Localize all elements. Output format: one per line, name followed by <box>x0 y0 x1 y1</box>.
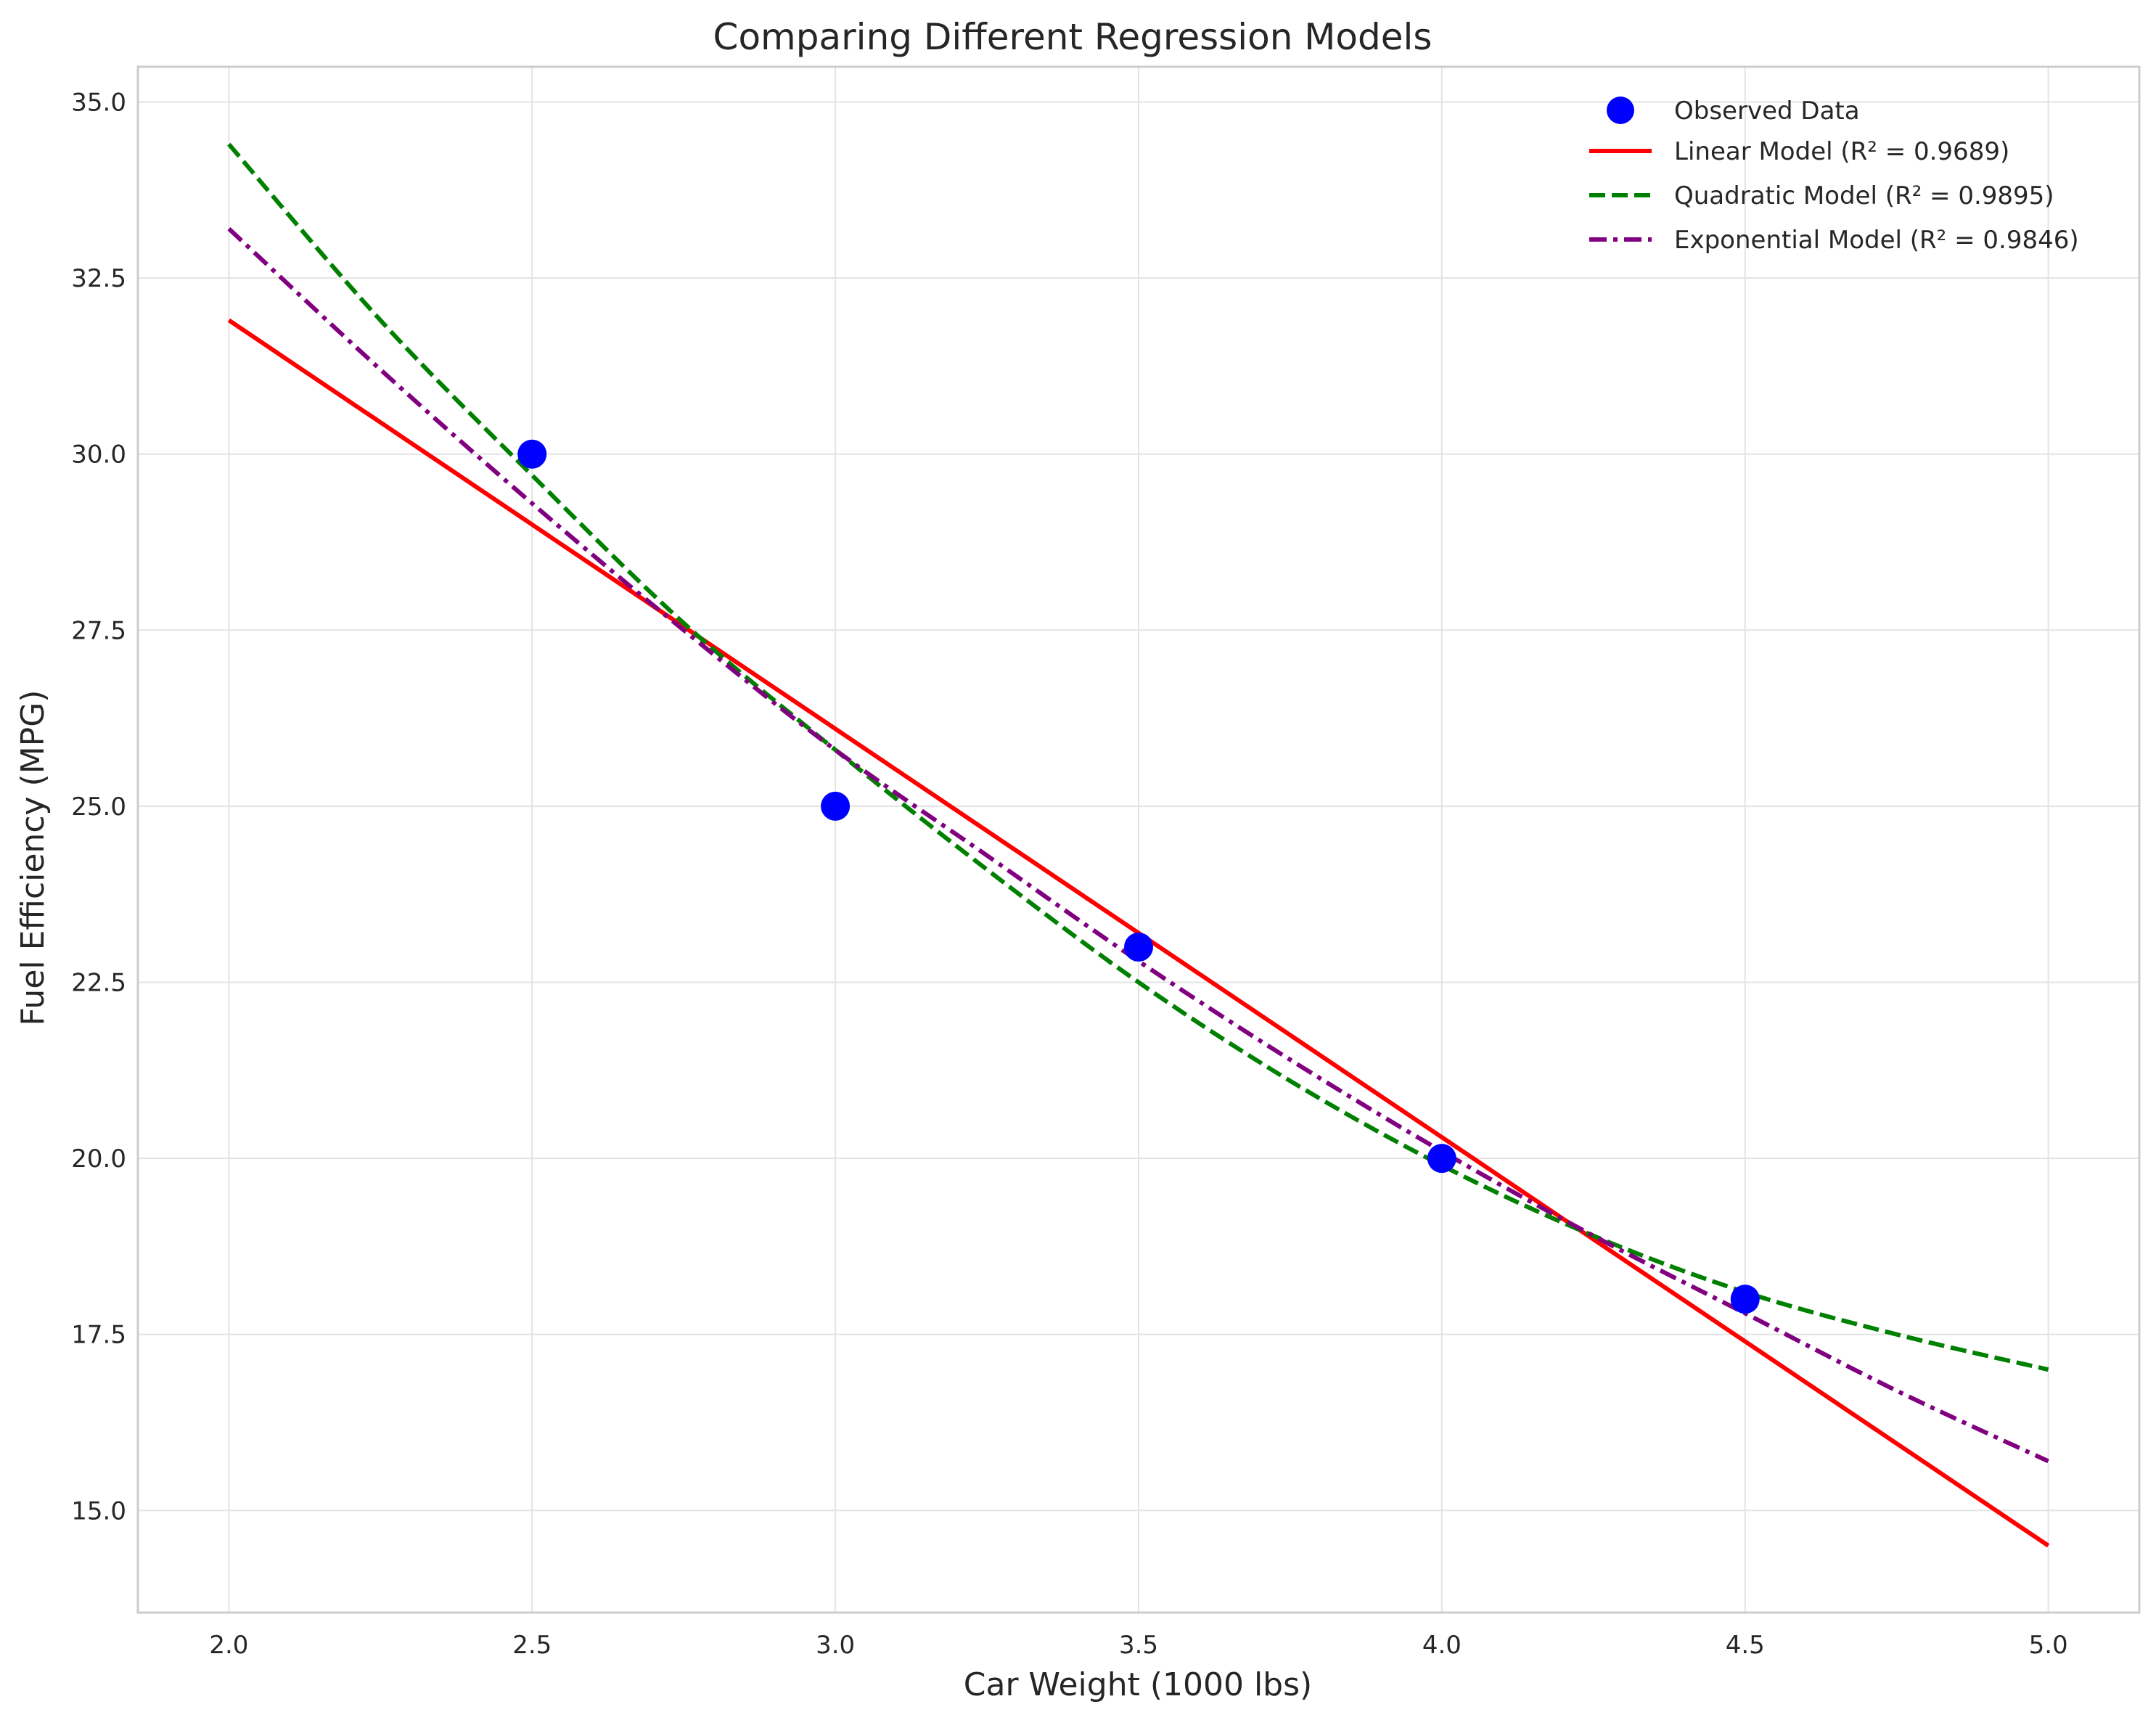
x-tick-label: 3.0 <box>816 1631 855 1660</box>
legend-item-exponential: Exponential Model (R² = 0.9846) <box>1589 226 2079 255</box>
y-axis-ticks: 15.0 17.5 20.0 22.5 25.0 27.5 30.0 32.5 35.0 <box>71 89 126 1526</box>
observed-data-point <box>1427 1144 1456 1174</box>
x-tick-label: 3.5 <box>1119 1631 1158 1660</box>
legend-item-quadratic: Quadratic Model (R² = 0.9895) <box>1589 181 2054 210</box>
y-tick-label: 27.5 <box>71 616 126 645</box>
observed-data-point <box>1730 1285 1760 1314</box>
x-tick-label: 4.5 <box>1726 1631 1765 1660</box>
legend-label-observed: Observed Data <box>1674 97 1860 126</box>
x-tick-label: 2.5 <box>512 1631 552 1660</box>
legend-label-quadratic: Quadratic Model (R² = 0.9895) <box>1674 181 2054 210</box>
x-axis-ticks: 2.0 2.5 3.0 3.5 4.0 4.5 5.0 <box>209 1631 2067 1660</box>
y-tick-label: 15.0 <box>71 1496 126 1526</box>
y-tick-label: 35.0 <box>71 89 126 118</box>
plot-frame <box>136 65 2141 1614</box>
x-tick-label: 5.0 <box>2029 1631 2068 1660</box>
observed-data-point <box>517 439 547 469</box>
y-tick-label: 25.0 <box>71 793 126 822</box>
legend-label-linear: Linear Model (R² = 0.9689) <box>1674 137 2009 166</box>
y-axis-title: Fuel Efficiency (MPG) <box>15 690 52 1026</box>
observed-data-point <box>1124 932 1153 962</box>
x-tick-label: 2.0 <box>209 1631 248 1660</box>
legend-marker-observed <box>1607 97 1634 124</box>
scatter-points <box>517 439 1760 1314</box>
legend: Observed Data Linear Model (R² = 0.9689)… <box>1589 97 2079 255</box>
x-axis-title: Car Weight (1000 lbs) <box>964 1666 1312 1703</box>
observed-data-point <box>821 791 850 821</box>
x-tick-label: 4.0 <box>1422 1631 1462 1660</box>
y-tick-label: 20.0 <box>71 1144 126 1174</box>
legend-label-exponential: Exponential Model (R² = 0.9846) <box>1674 226 2079 255</box>
legend-item-observed: Observed Data <box>1607 97 1860 126</box>
chart-title: Comparing Different Regression Models <box>713 16 1432 58</box>
quadratic-model-line <box>227 142 2049 1372</box>
y-tick-label: 17.5 <box>71 1321 126 1350</box>
y-tick-label: 30.0 <box>71 441 126 470</box>
y-tick-label: 32.5 <box>71 264 126 293</box>
y-tick-label: 22.5 <box>71 969 126 998</box>
legend-item-linear: Linear Model (R² = 0.9689) <box>1589 137 2009 166</box>
